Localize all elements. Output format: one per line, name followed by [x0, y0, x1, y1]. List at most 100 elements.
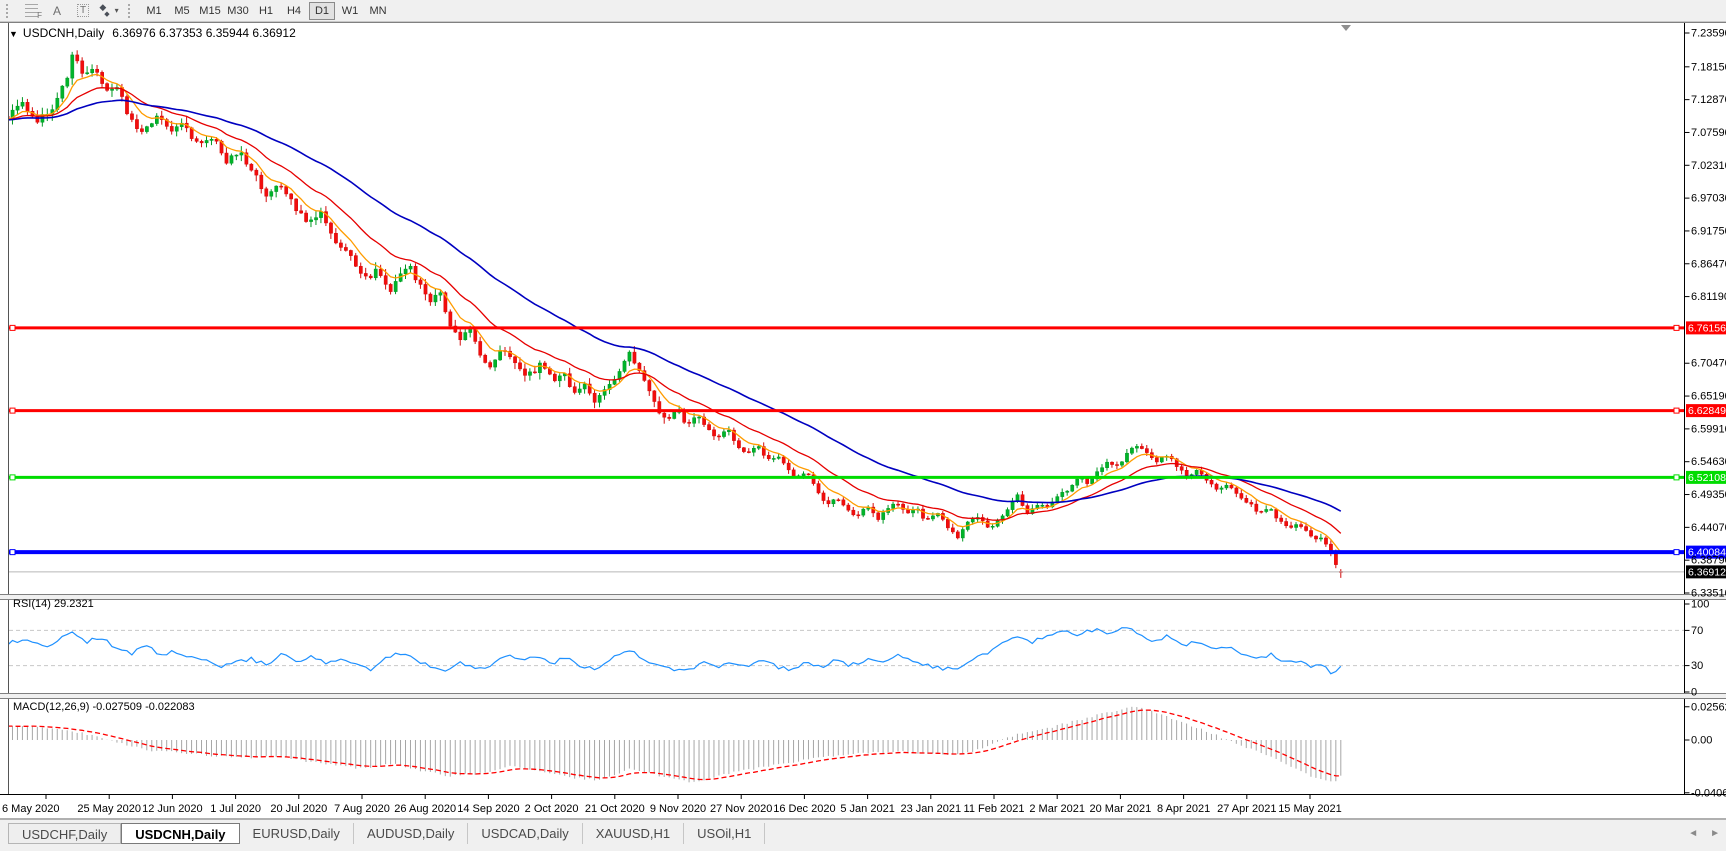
svg-text:6.65190: 6.65190	[1691, 391, 1726, 403]
tab-eurusd-daily[interactable]: EURUSD,Daily	[240, 823, 354, 844]
timeframe-m15-button[interactable]: M15	[199, 4, 221, 17]
hline-handle[interactable]	[9, 407, 16, 414]
hline-handle[interactable]	[1673, 324, 1680, 331]
svg-text:0.025623: 0.025623	[1691, 701, 1726, 713]
tab-usoil-h1[interactable]: USOil,H1	[684, 823, 766, 844]
svg-text:7.12870: 7.12870	[1691, 94, 1726, 106]
svg-text:8 Apr 2021: 8 Apr 2021	[1157, 803, 1210, 815]
rsi-name: RSI(14)	[13, 598, 51, 610]
svg-text:6.38790: 6.38790	[1691, 555, 1726, 567]
svg-text:25 May 2020: 25 May 2020	[77, 803, 141, 815]
svg-text:20 Jul 2020: 20 Jul 2020	[270, 803, 327, 815]
svg-text:6.70470: 6.70470	[1691, 358, 1726, 370]
svg-text:7.18150: 7.18150	[1691, 61, 1726, 73]
chart-symbol-period: USDCNH,Daily	[22, 26, 105, 40]
svg-text:6.49350: 6.49350	[1691, 489, 1726, 501]
svg-text:6.40084: 6.40084	[1688, 547, 1726, 559]
svg-text:27 Apr 2021: 27 Apr 2021	[1217, 803, 1276, 815]
tab-scroll-left-icon[interactable]: ◄	[1688, 828, 1699, 839]
svg-text:2 Oct 2020: 2 Oct 2020	[525, 803, 579, 815]
svg-text:23 Jan 2021: 23 Jan 2021	[901, 803, 962, 815]
svg-text:12 Jun 2020: 12 Jun 2020	[142, 803, 203, 815]
macd-indicator-label: MACD(12,26,9) -0.027509 -0.022083	[13, 701, 195, 713]
text-tool-button[interactable]: A	[45, 2, 69, 20]
rsi-line	[9, 627, 1342, 675]
candles	[9, 50, 1343, 578]
svg-text:7.02310: 7.02310	[1691, 160, 1726, 172]
svg-text:14 Sep 2020: 14 Sep 2020	[457, 803, 519, 815]
svg-text:26 Aug 2020: 26 Aug 2020	[394, 803, 456, 815]
rsi-indicator-label: RSI(14) 29.2321	[13, 598, 94, 610]
svg-text:6.81190: 6.81190	[1691, 291, 1726, 303]
tab-scroll-arrows: ◄ ►	[1688, 828, 1720, 839]
tab-usdcnh-daily[interactable]: USDCNH,Daily	[121, 823, 240, 844]
hline-handle[interactable]	[1673, 549, 1680, 556]
tab-audusd-daily[interactable]: AUDUSD,Daily	[354, 823, 469, 844]
chevron-down-icon: ▾	[114, 6, 119, 15]
svg-text:6.59910: 6.59910	[1691, 423, 1726, 435]
chart-collapse-icon[interactable]: ▼	[9, 29, 18, 39]
moving-averages	[9, 73, 1342, 553]
timeframe-h4-button[interactable]: H4	[286, 4, 302, 17]
svg-text:1 Jul 2020: 1 Jul 2020	[210, 803, 261, 815]
hline-handle[interactable]	[9, 474, 16, 481]
svg-text:9 Nov 2020: 9 Nov 2020	[650, 803, 706, 815]
svg-text:7 Aug 2020: 7 Aug 2020	[334, 803, 390, 815]
svg-text:6 May 2020: 6 May 2020	[2, 803, 59, 815]
fibonacci-icon	[24, 4, 38, 17]
svg-text:0.00: 0.00	[1691, 735, 1712, 747]
tab-usdcad-daily[interactable]: USDCAD,Daily	[468, 823, 583, 844]
text-icon: A	[52, 3, 61, 18]
macd-signal-line	[9, 709, 1341, 781]
toolbar: F A T ◆ ◆ ▾ M1 M5 M15 M30 H1 H4 D1 W1 MN	[0, 0, 1726, 22]
macd-histogram	[11, 706, 1342, 783]
hline-handle[interactable]	[9, 549, 16, 556]
chart-shift-marker-icon[interactable]	[1341, 25, 1351, 31]
timeframe-m5-button[interactable]: M5	[174, 4, 190, 17]
arrows-tool-button[interactable]: ◆ ◆ ▾	[97, 2, 121, 20]
label-icon: T	[76, 4, 90, 17]
svg-text:6.62849: 6.62849	[1688, 405, 1726, 417]
hline-handle[interactable]	[1673, 474, 1680, 481]
timeframe-m30-button[interactable]: M30	[227, 4, 249, 17]
toolbar-gripper-2[interactable]	[128, 3, 134, 18]
svg-text:6.76156: 6.76156	[1688, 322, 1726, 334]
rsi-value: 29.2321	[53, 598, 94, 610]
svg-text:6.52108: 6.52108	[1688, 472, 1726, 484]
macd-values: -0.027509 -0.022083	[92, 701, 195, 713]
svg-text:7.07590: 7.07590	[1691, 127, 1726, 139]
svg-text:11 Feb 2021: 11 Feb 2021	[964, 803, 1025, 815]
svg-text:30: 30	[1691, 660, 1703, 672]
timeframe-mn-button[interactable]: MN	[369, 4, 387, 17]
timeframe-m1-button[interactable]: M1	[146, 4, 162, 17]
arrows-icon-small: ◆	[104, 10, 110, 18]
svg-text:6.91750: 6.91750	[1691, 225, 1726, 237]
svg-text:5 Jan 2021: 5 Jan 2021	[840, 803, 894, 815]
macd-name: MACD(12,26,9)	[13, 701, 90, 713]
tab-scroll-right-icon[interactable]: ►	[1710, 828, 1720, 839]
fibonacci-f-glyph: F	[37, 10, 42, 20]
tab-xauusd-h1[interactable]: XAUUSD,H1	[583, 823, 685, 844]
arrows-icon: ◆	[99, 2, 107, 12]
label-tool-button[interactable]: T	[71, 2, 95, 20]
hline-handle[interactable]	[1673, 407, 1680, 414]
svg-text:6.33510: 6.33510	[1691, 588, 1726, 600]
svg-text:27 Nov 2020: 27 Nov 2020	[710, 803, 772, 815]
svg-text:20 Mar 2021: 20 Mar 2021	[1090, 803, 1152, 815]
hline-handle[interactable]	[9, 324, 16, 331]
timeframe-h1-button[interactable]: H1	[258, 4, 274, 17]
timeframe-w1-button[interactable]: W1	[341, 4, 359, 17]
svg-text:21 Oct 2020: 21 Oct 2020	[585, 803, 645, 815]
svg-text:6.97030: 6.97030	[1691, 193, 1726, 205]
timeframe-d1-button[interactable]: D1	[309, 1, 335, 20]
svg-text:6.44070: 6.44070	[1691, 522, 1726, 534]
chart-tabbar: USDCHF,Daily USDCNH,Daily EURUSD,Daily A…	[0, 819, 1726, 851]
svg-text:70: 70	[1691, 625, 1703, 637]
fibonacci-tool-button[interactable]: F	[19, 2, 43, 20]
svg-text:0: 0	[1691, 687, 1697, 699]
chart-ohlc-values: 6.36976 6.37353 6.35944 6.36912	[112, 26, 296, 40]
toolbar-gripper[interactable]	[6, 3, 12, 18]
tab-usdchf-daily[interactable]: USDCHF,Daily	[8, 823, 122, 844]
